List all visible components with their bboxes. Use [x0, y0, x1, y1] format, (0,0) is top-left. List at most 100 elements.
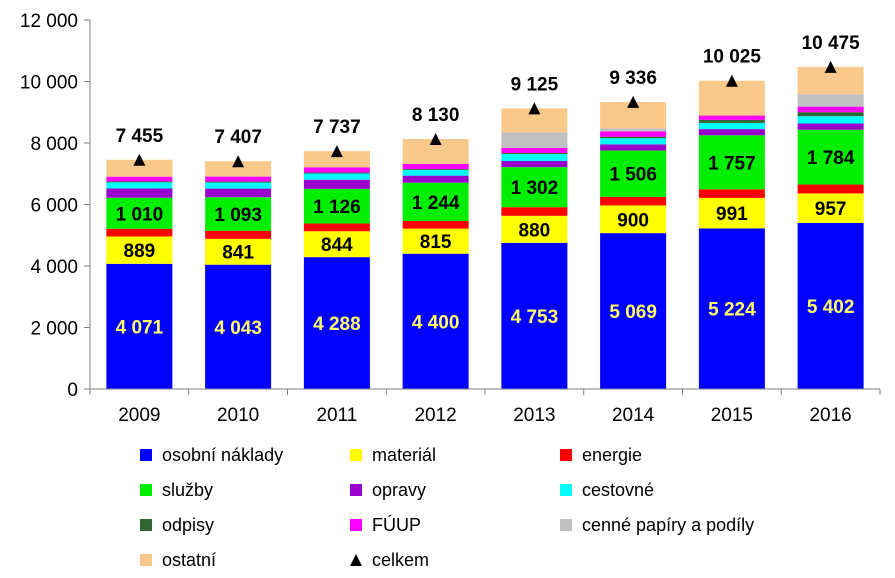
bar-segment-opravy	[402, 175, 469, 183]
bar-segment-opravy	[698, 129, 765, 136]
x-tick-label: 2010	[217, 405, 259, 426]
bar-segment-osobni	[106, 263, 173, 389]
total-marker	[330, 145, 343, 158]
bar-segment-odpisy	[106, 181, 173, 183]
bar-segment-sluzby	[402, 182, 469, 221]
y-tick-label: 10 000	[20, 73, 78, 94]
legend-swatch	[350, 519, 362, 531]
bar-segment-energie	[303, 223, 370, 232]
bar-segment-cestovne	[106, 182, 173, 189]
data-label-osobni: 4 288	[313, 314, 361, 335]
bar-segment-sluzby	[303, 188, 370, 224]
bar-segment-sluzby	[501, 167, 568, 208]
data-label-sluzby: 1 302	[511, 178, 559, 199]
bar-segment-energie	[106, 228, 173, 237]
legend: osobní náklady materiál energie služby oprav…	[140, 445, 754, 570]
legend-swatch	[140, 554, 152, 566]
bar-segment-odpisy	[797, 112, 864, 117]
bar-segment-osobni	[402, 253, 469, 389]
y-tick-label: 2 000	[30, 319, 78, 340]
bar-segment-odpisy	[303, 172, 370, 174]
legend-label: opravy	[372, 480, 426, 500]
bar-segment-fuup	[205, 176, 272, 182]
x-tick-label: 2015	[711, 405, 753, 426]
bar-segment-fuup	[303, 167, 370, 173]
legend-label: cenné papíry a podíly	[582, 515, 754, 535]
bar-segment-ostatni	[501, 108, 568, 133]
x-tick-label: 2016	[809, 405, 851, 426]
x-tick-label: 2009	[118, 405, 160, 426]
bar-segment-opravy	[205, 188, 272, 198]
bar-segment-cestovne	[698, 122, 765, 130]
bar-segment-fuup	[501, 147, 568, 153]
bar-segment-osobni	[303, 257, 370, 389]
legend-swatch	[560, 519, 572, 531]
bar-segment-ostatni	[303, 151, 370, 168]
total-label: 9 336	[609, 68, 657, 89]
data-label-material: 815	[420, 232, 452, 253]
bar-segment-cenne	[797, 94, 864, 107]
legend-swatch	[350, 484, 362, 496]
bar-segment-ostatni	[106, 159, 173, 177]
bar-segment-osobni	[600, 233, 667, 389]
bar-segment-fuup	[600, 131, 667, 137]
legend-label: celkem	[372, 550, 429, 570]
bar-segment-material	[303, 231, 370, 258]
y-axis: 0 2 000 4 000 6 000 8 000 10 000 12 000	[20, 11, 91, 401]
total-label: 7 737	[313, 117, 361, 138]
bar-segment-fuup	[402, 163, 469, 170]
legend-label: materiál	[372, 445, 436, 465]
total-label: 10 025	[703, 47, 762, 68]
data-label-osobni: 4 753	[511, 307, 559, 328]
data-label-osobni: 5 069	[609, 302, 657, 323]
data-label-sluzby: 1 757	[708, 153, 756, 174]
bar-segment-odpisy	[501, 152, 568, 154]
bar-segment-cestovne	[402, 170, 469, 176]
x-tick-label: 2011	[316, 405, 357, 426]
data-label-material: 957	[815, 199, 847, 220]
bar-segment-energie	[600, 196, 667, 206]
bar-segment-opravy	[501, 160, 568, 168]
total-marker	[429, 133, 442, 146]
x-axis: 2009 2010 2011 2012 2013 2014 2015 2016	[89, 388, 881, 426]
total-label: 8 130	[412, 105, 460, 126]
bar-segment-sluzby	[698, 135, 765, 190]
bar-segment-sluzby	[106, 197, 173, 229]
bar-segment-opravy	[106, 188, 173, 198]
bar-segment-material	[698, 197, 765, 229]
bar-segment-cenne	[600, 128, 667, 132]
legend-swatch	[350, 449, 362, 461]
total-label: 10 475	[802, 33, 861, 54]
bar-segment-cestovne	[303, 173, 370, 180]
total-marker	[627, 95, 640, 108]
legend-swatch	[560, 449, 572, 461]
bar-segment-material	[600, 205, 667, 234]
bar-segment-osobni	[205, 264, 272, 389]
bar-segment-energie	[402, 220, 469, 229]
data-label-sluzby: 1 093	[214, 205, 262, 226]
total-marker	[824, 60, 837, 73]
data-label-sluzby: 1 126	[313, 197, 361, 218]
data-label-osobni: 4 400	[412, 312, 460, 333]
data-label-material: 844	[321, 235, 353, 256]
totals: 7 455 7 407 7 737 8 130 9 125 9 336 10 025 10 4…	[116, 33, 861, 168]
data-label-osobni: 4 071	[116, 317, 164, 338]
bar-segment-material	[797, 193, 864, 223]
total-marker	[232, 155, 245, 168]
bar-segment-osobni	[501, 242, 568, 389]
bar-segment-energie	[797, 184, 864, 194]
total-marker	[528, 102, 541, 115]
data-label-osobni: 5 402	[807, 297, 855, 318]
bar-segment-cestovne	[797, 116, 864, 124]
legend-swatch	[560, 484, 572, 496]
bar-segment-odpisy	[600, 136, 667, 139]
data-label-sluzby: 1 010	[116, 204, 164, 225]
total-marker	[725, 74, 738, 87]
segment-labels: 4 071 889 1 010 4 043 841 1 093 4 288 844 1 126 4…	[116, 148, 855, 339]
bar-segment-cestovne	[501, 153, 568, 161]
y-tick-label: 8 000	[30, 134, 78, 155]
data-label-material: 889	[124, 241, 156, 262]
bar-segment-material	[402, 228, 469, 254]
y-tick-label: 4 000	[30, 257, 78, 278]
